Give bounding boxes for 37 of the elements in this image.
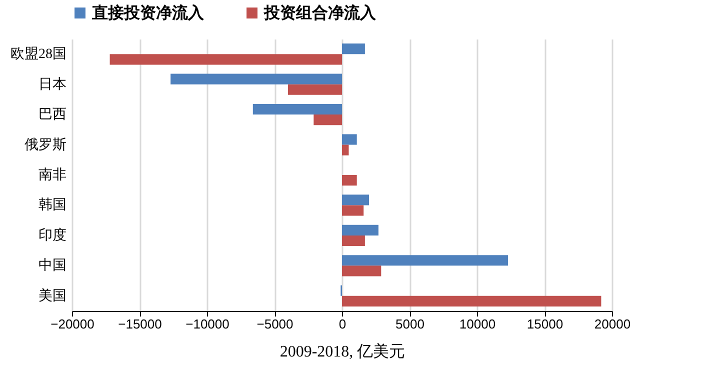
bar [342, 194, 369, 206]
x-tick-label: −10000 [186, 316, 230, 332]
bar [314, 114, 342, 126]
y-tick-label: 欧盟28国 [10, 46, 66, 62]
bar [342, 235, 365, 246]
bar [342, 255, 508, 266]
y-tick-label: 韩国 [38, 197, 66, 214]
bar [110, 54, 342, 65]
x-axis-title: 2009-2018, 亿美元 [280, 342, 406, 360]
y-tick-label: 巴西 [38, 108, 66, 123]
bar [342, 175, 357, 186]
x-tick-label: 20000 [594, 316, 631, 332]
legend-label: 投资组合净流入 [263, 3, 377, 22]
bar [342, 205, 364, 216]
x-tick-label: 15000 [526, 316, 564, 332]
x-tick-label: 5000 [396, 316, 424, 332]
bar [342, 44, 365, 54]
y-tick-label: 中国 [38, 258, 66, 274]
bar [252, 104, 342, 115]
bar [342, 144, 349, 156]
bar [170, 74, 342, 84]
y-tick-label: 印度 [38, 227, 66, 244]
x-tick-label: 0 [338, 316, 346, 332]
x-tick-label: −5000 [256, 316, 294, 332]
bar [342, 266, 382, 276]
legend-label: 直接投资净流入 [91, 3, 205, 22]
y-tick-label: 俄罗斯 [24, 136, 66, 153]
x-tick-label: −15000 [118, 316, 162, 332]
y-tick-label: 南非 [38, 167, 66, 183]
bar [342, 296, 602, 306]
x-tick-label: −20000 [50, 316, 94, 332]
bar [342, 134, 357, 145]
x-tick-label: 10000 [459, 316, 496, 332]
y-tick-label: 美国 [38, 288, 66, 304]
bar [288, 84, 342, 95]
y-tick-label: 日本 [38, 76, 66, 92]
bar [342, 224, 378, 236]
